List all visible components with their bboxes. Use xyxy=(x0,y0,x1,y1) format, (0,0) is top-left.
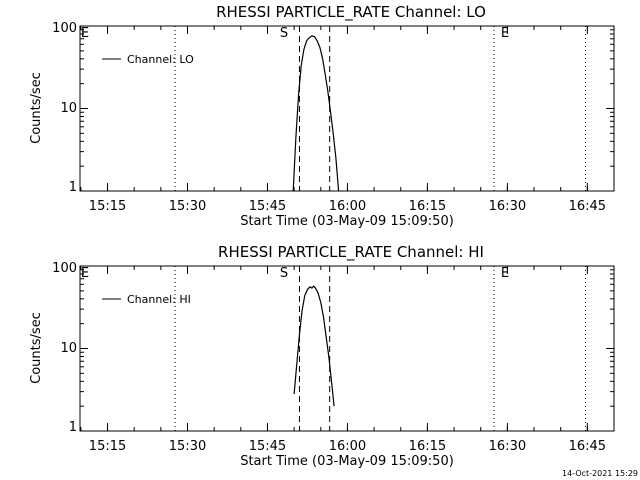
series-lines xyxy=(293,285,335,407)
y-tick-label: 1 xyxy=(69,180,77,195)
x-tick-label: 16:45 xyxy=(569,199,606,214)
x-tick-label: 15:30 xyxy=(169,199,206,214)
timestamp: 14-Oct-2021 15:29 xyxy=(562,469,638,478)
x-tick-label: 16:15 xyxy=(409,199,446,214)
marker-label-e-start: E xyxy=(81,26,89,41)
series-line-channel-lo xyxy=(292,35,340,192)
marker-lines xyxy=(174,26,587,191)
x-axis-label: Start Time (03-May-09 15:09:50) xyxy=(240,454,454,469)
x-tick-label: 16:00 xyxy=(329,199,366,214)
marker-lines xyxy=(174,266,587,431)
x-tick-label: 15:15 xyxy=(89,439,126,454)
axis-ticks xyxy=(80,265,615,432)
y-tick-label: 1 xyxy=(69,420,77,435)
chart-panel-hi: RHESSI PARTICLE_RATE Channel: HI 100 10 … xyxy=(29,243,615,469)
legend-label: Channel: HI xyxy=(127,293,191,306)
x-axis-label: Start Time (03-May-09 15:09:50) xyxy=(240,214,454,229)
plot-frame xyxy=(79,25,615,192)
x-tick-label: 15:45 xyxy=(249,199,286,214)
x-tick-label: 16:45 xyxy=(569,439,606,454)
series-line-channel-hi xyxy=(293,285,335,407)
x-tick-label: 16:00 xyxy=(329,439,366,454)
y-tick-label: 10 xyxy=(60,341,77,356)
y-axis-label: Counts/sec xyxy=(29,312,44,384)
marker-label-e: E xyxy=(501,266,509,281)
y-tick-label: 100 xyxy=(52,21,77,36)
x-tick-label: 15:15 xyxy=(89,199,126,214)
x-tick-label: 16:15 xyxy=(409,439,446,454)
x-tick-labels: 15:15 15:30 15:45 16:00 16:15 16:30 16:45 xyxy=(89,439,606,454)
marker-label-e: E xyxy=(501,26,509,41)
marker-label-e-start: E xyxy=(81,266,89,281)
y-axis-label: Counts/sec xyxy=(29,72,44,144)
x-tick-label: 15:45 xyxy=(249,439,286,454)
y-tick-label: 100 xyxy=(52,261,77,276)
plot-frame xyxy=(79,265,615,432)
x-tick-labels: 15:15 15:30 15:45 16:00 16:15 16:30 16:45 xyxy=(89,199,606,214)
x-tick-label: 16:30 xyxy=(489,439,526,454)
chart-title: RHESSI PARTICLE_RATE Channel: HI xyxy=(218,243,484,262)
marker-label-s: S xyxy=(280,266,288,281)
y-tick-label: 10 xyxy=(60,101,77,116)
chart-panel-lo: RHESSI PARTICLE_RATE Channel: LO 100 10 … xyxy=(29,3,615,229)
chart-title: RHESSI PARTICLE_RATE Channel: LO xyxy=(216,3,486,22)
x-tick-label: 16:30 xyxy=(489,199,526,214)
x-tick-label: 15:30 xyxy=(169,439,206,454)
marker-label-s: S xyxy=(280,26,288,41)
legend-label: Channel: LO xyxy=(127,53,194,66)
series-lines xyxy=(292,35,340,192)
axis-ticks xyxy=(80,25,615,192)
